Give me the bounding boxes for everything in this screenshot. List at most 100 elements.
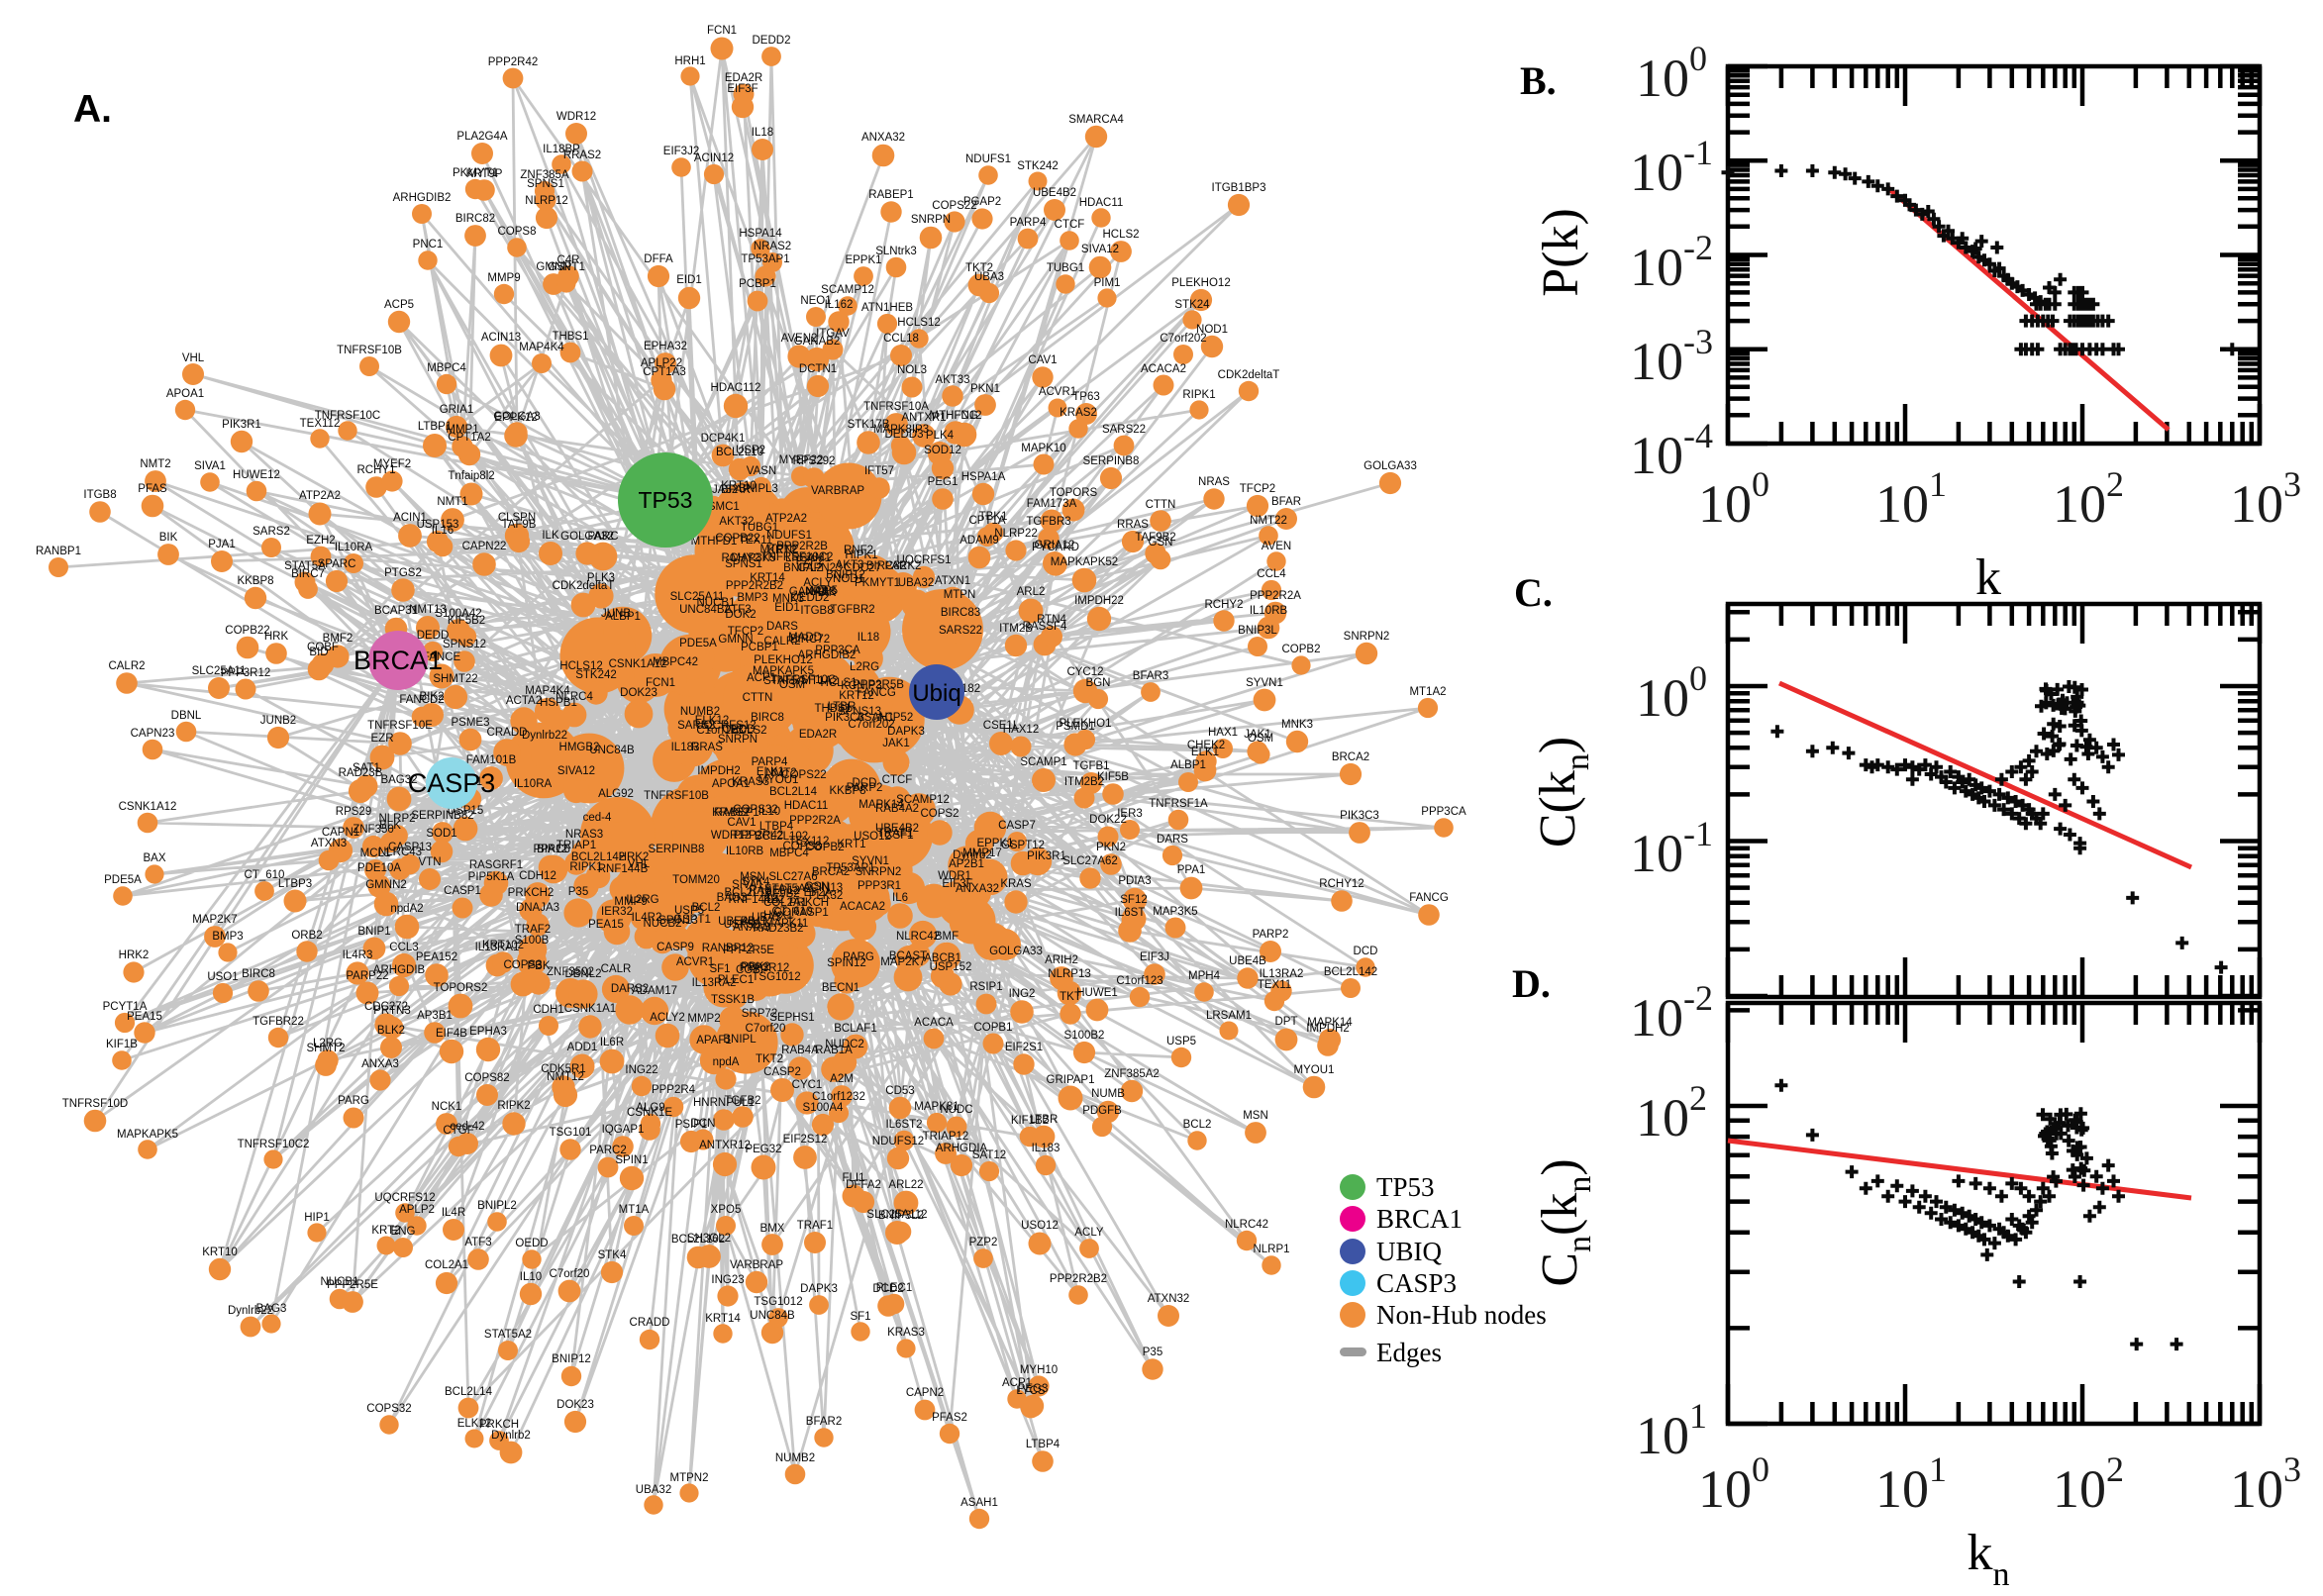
svg-text:FANCD2: FANCD2	[399, 694, 444, 706]
svg-text:EPPK1: EPPK1	[976, 838, 1013, 849]
svg-text:BNIPL3: BNIPL3	[739, 483, 778, 495]
svg-text:SCAMP1: SCAMP1	[1020, 756, 1066, 768]
svg-text:USP52: USP52	[724, 919, 759, 931]
svg-text:NMT13: NMT13	[409, 604, 447, 616]
svg-text:TOPORS: TOPORS	[1050, 487, 1098, 499]
svg-text:Non-Hub nodes: Non-Hub nodes	[1376, 1300, 1547, 1330]
svg-text:DCP4K1: DCP4K1	[701, 433, 746, 445]
svg-text:CDC27: CDC27	[844, 562, 881, 574]
svg-text:JUNB: JUNB	[601, 608, 631, 620]
svg-text:NRAS3: NRAS3	[565, 829, 603, 841]
svg-text:CDH1: CDH1	[533, 1004, 563, 1016]
svg-text:HNRNPUL1: HNRNPUL1	[693, 1097, 755, 1109]
svg-text:BCL2L14: BCL2L14	[769, 786, 818, 798]
svg-text:CASP2: CASP2	[763, 1066, 801, 1078]
svg-text:npdA2: npdA2	[390, 903, 423, 915]
svg-text:BIRC72: BIRC72	[790, 634, 830, 646]
svg-text:UBIQ: UBIQ	[1376, 1237, 1442, 1266]
svg-text:STK4: STK4	[598, 1249, 627, 1261]
svg-text:EID1: EID1	[774, 602, 800, 614]
svg-text:SPNS12: SPNS12	[443, 639, 486, 650]
svg-text:ARHGDIB2: ARHGDIB2	[798, 649, 857, 661]
svg-text:IL6: IL6	[892, 892, 908, 904]
svg-text:CALR2: CALR2	[108, 660, 145, 672]
svg-text:BCL2: BCL2	[1183, 1119, 1212, 1131]
svg-text:GSPT12: GSPT12	[1001, 840, 1045, 851]
svg-text:BFAR: BFAR	[1271, 496, 1301, 508]
svg-text:AKT3: AKT3	[836, 559, 864, 571]
svg-text:PPP2R2B2: PPP2R2B2	[726, 580, 783, 592]
svg-text:LRSAM1: LRSAM1	[785, 552, 831, 564]
svg-text:PYCARD: PYCARD	[1032, 542, 1079, 553]
svg-text:BIRC8: BIRC8	[751, 712, 784, 724]
svg-text:ANXA32: ANXA32	[956, 883, 999, 895]
svg-text:BIK: BIK	[159, 532, 178, 544]
svg-text:UNC84B: UNC84B	[750, 1310, 795, 1322]
svg-text:S100A4: S100A4	[803, 1102, 845, 1114]
svg-text:BCL2L102: BCL2L102	[755, 831, 808, 843]
svg-text:BNIPL2: BNIPL2	[477, 1200, 517, 1212]
svg-text:TNFRSF10C2: TNFRSF10C2	[761, 551, 834, 563]
svg-text:CCL18: CCL18	[883, 333, 919, 345]
svg-text:KIF1B: KIF1B	[106, 1039, 138, 1050]
svg-text:100: 100	[1636, 39, 1707, 108]
svg-text:PIM1: PIM1	[1094, 277, 1121, 289]
svg-text:APOA1: APOA1	[712, 778, 750, 790]
svg-text:IQGAP1: IQGAP1	[602, 1124, 645, 1136]
svg-text:NMT12: NMT12	[547, 1071, 584, 1083]
svg-text:SOD12: SOD12	[924, 445, 961, 456]
svg-text:TNFRSF10C2: TNFRSF10C2	[238, 1139, 310, 1150]
svg-text:BCL2L14: BCL2L14	[445, 1386, 493, 1398]
svg-text:PKN2: PKN2	[1096, 842, 1126, 853]
svg-text:TP53AP1: TP53AP1	[826, 862, 874, 874]
svg-text:UBE4B2: UBE4B2	[1033, 187, 1076, 199]
svg-text:EZH2: EZH2	[306, 535, 335, 547]
svg-text:USP5: USP5	[1166, 1036, 1196, 1047]
svg-text:RANBP1: RANBP1	[36, 546, 81, 557]
svg-text:XPO5: XPO5	[711, 1204, 742, 1216]
svg-text:PRKCH: PRKCH	[479, 1419, 519, 1431]
svg-text:EZR: EZR	[371, 733, 394, 745]
svg-text:MAPK11: MAPK11	[764, 918, 809, 930]
svg-text:TEX112: TEX112	[789, 836, 830, 848]
svg-text:NLRC43: NLRC43	[378, 847, 422, 858]
svg-text:TGFBR2: TGFBR2	[830, 604, 874, 616]
svg-text:ADAM17: ADAM17	[632, 985, 677, 997]
svg-text:ANXA3: ANXA3	[733, 922, 770, 934]
svg-text:MMP1: MMP1	[446, 424, 478, 436]
svg-text:PLK32: PLK32	[809, 890, 844, 902]
svg-text:OEDD: OEDD	[722, 724, 755, 736]
svg-text:IL4R3: IL4R3	[343, 949, 373, 961]
svg-text:MMP9: MMP9	[614, 896, 647, 908]
svg-text:ASAH1: ASAH1	[960, 1497, 998, 1509]
svg-text:A2M: A2M	[830, 1073, 854, 1085]
svg-text:BGN: BGN	[1086, 677, 1111, 689]
svg-text:MCL1: MCL1	[360, 848, 391, 859]
svg-text:TAF9B2: TAF9B2	[1135, 532, 1175, 544]
svg-text:PZP2: PZP2	[969, 1237, 998, 1248]
svg-text:ELK12: ELK12	[457, 1418, 492, 1430]
svg-text:ZNF385A: ZNF385A	[520, 169, 569, 181]
svg-text:COL2A1: COL2A1	[763, 897, 807, 909]
svg-text:SERPINB8: SERPINB8	[649, 844, 705, 855]
svg-text:RPS292: RPS292	[793, 455, 836, 467]
svg-text:BIRC82: BIRC82	[866, 560, 906, 572]
svg-text:EIF4B: EIF4B	[436, 1028, 467, 1040]
svg-text:TSG1012: TSG1012	[752, 971, 800, 983]
svg-text:IFT57: IFT57	[864, 465, 894, 477]
svg-text:BCAP31: BCAP31	[374, 605, 418, 617]
svg-text:TGFBR22: TGFBR22	[252, 1016, 304, 1028]
svg-text:HSPA14: HSPA14	[739, 228, 782, 240]
svg-text:CSNK1A12: CSNK1A12	[119, 801, 177, 813]
svg-text:SPARC: SPARC	[318, 558, 356, 570]
svg-text:KIF5B2: KIF5B2	[448, 615, 485, 627]
svg-text:CAPN23: CAPN23	[131, 728, 175, 740]
svg-text:ITM2B: ITM2B	[999, 623, 1033, 635]
svg-text:GORASP1: GORASP1	[773, 907, 829, 919]
svg-text:CSNK1E: CSNK1E	[627, 1107, 672, 1119]
svg-text:PLEKHO12: PLEKHO12	[754, 654, 812, 666]
svg-text:BECN1: BECN1	[822, 982, 859, 994]
svg-text:ATP2A2: ATP2A2	[765, 513, 807, 525]
svg-text:MMP17: MMP17	[962, 848, 1002, 859]
svg-text:SNRPN: SNRPN	[718, 734, 758, 746]
